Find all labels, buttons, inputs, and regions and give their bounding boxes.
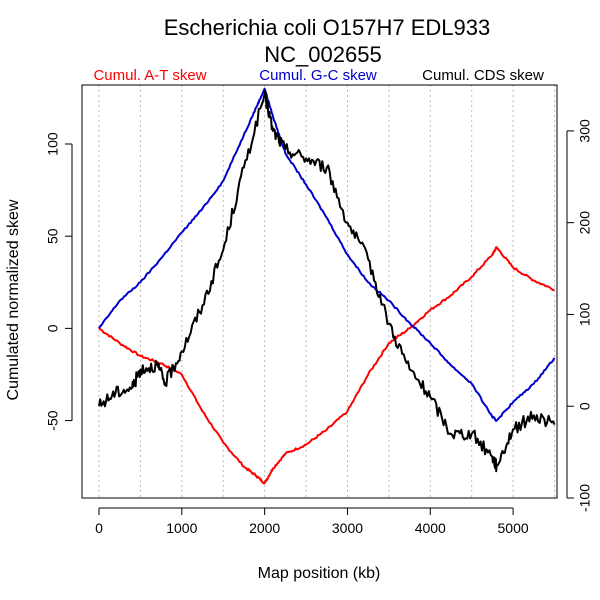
series-line-1 [98,87,556,422]
x-axis-label: Map position (kb) [258,565,381,582]
y-right-tick-label-4: 300 [577,119,593,143]
y-right-tick-label-3: 200 [577,211,593,235]
plot-frame [81,84,558,499]
y-axis-label: Cumulated normalized skew [5,199,22,400]
chart-title-line-2: NC_002655 [264,42,381,67]
legend-gc-skew: Cumul. G-C skew [259,67,377,84]
x-tick-label-1: 1000 [166,520,197,536]
legend-at-skew: Cumul. A-T skew [93,67,206,84]
y-left-tick-label-3: 100 [45,132,61,156]
vertical-grid [98,85,556,498]
y-left-tick-label-2: 50 [45,228,61,244]
x-tick-label-0: 0 [95,520,103,536]
series-line-0 [98,246,555,485]
x-tick-label-4: 4000 [415,520,446,536]
series-line-2 [98,89,556,473]
y-left-tick-label-1: 0 [45,324,61,332]
legend-cds-skew: Cumul. CDS skew [422,67,544,84]
x-tick-label-2: 2000 [249,520,280,536]
chart-title: Escherichia coli O157H7 EDL933 NC_002655 [164,15,491,67]
y-left-tick-label-0: -50 [45,410,61,430]
y-axis-right: -100 0 100 200 300 [566,119,593,512]
x-axis: 0 1000 2000 3000 4000 5000 [95,507,529,536]
y-right-tick-label-1: 0 [577,402,593,410]
x-tick-label-5: 5000 [498,520,529,536]
legend: Cumul. A-T skew Cumul. G-C skew Cumul. C… [93,67,544,84]
y-right-tick-label-0: -100 [577,484,593,512]
x-tick-label-3: 3000 [332,520,363,536]
y-axis-left: -50 0 50 100 [45,132,73,431]
y-right-tick-label-2: 100 [577,303,593,327]
chart-title-line-1: Escherichia coli O157H7 EDL933 [164,15,491,40]
series-lines [98,87,556,485]
